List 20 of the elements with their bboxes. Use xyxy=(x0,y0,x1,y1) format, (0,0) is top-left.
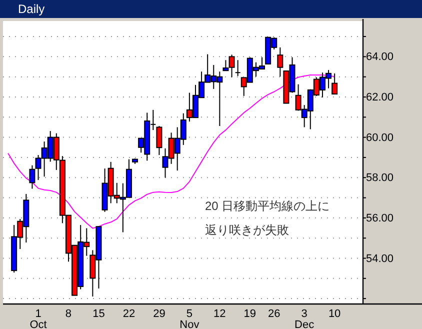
x-tick-label: 3 Dec xyxy=(294,308,315,329)
x-tick-label: 5 Nov xyxy=(180,308,200,329)
y-tick-label: 64.00 xyxy=(366,51,394,64)
x-tick-label: 26 xyxy=(268,308,280,320)
x-tick-label: 10 xyxy=(328,308,341,320)
y-tick-label: 60.00 xyxy=(366,132,394,144)
x-tick-label: 12 xyxy=(214,308,226,320)
y-tick-label: 54.00 xyxy=(366,252,394,265)
chart-title: Daily xyxy=(18,2,45,16)
y-tick-label: 56.00 xyxy=(366,212,394,224)
x-tick-label: 22 xyxy=(122,308,136,320)
x-tick-label: 15 xyxy=(92,308,105,320)
annotation: 返り咲きが失敗 xyxy=(205,223,289,237)
y-tick-label: 62.00 xyxy=(366,92,394,104)
x-tick-label: 29 xyxy=(153,308,166,320)
x-tick-label: 1 Oct xyxy=(30,308,47,329)
x-tick-label: 19 xyxy=(244,308,256,320)
x-tick-label: 8 xyxy=(65,308,72,320)
y-tick-label: 58.00 xyxy=(366,172,394,184)
annotation: 20 日移動平均線の上に xyxy=(205,199,330,213)
